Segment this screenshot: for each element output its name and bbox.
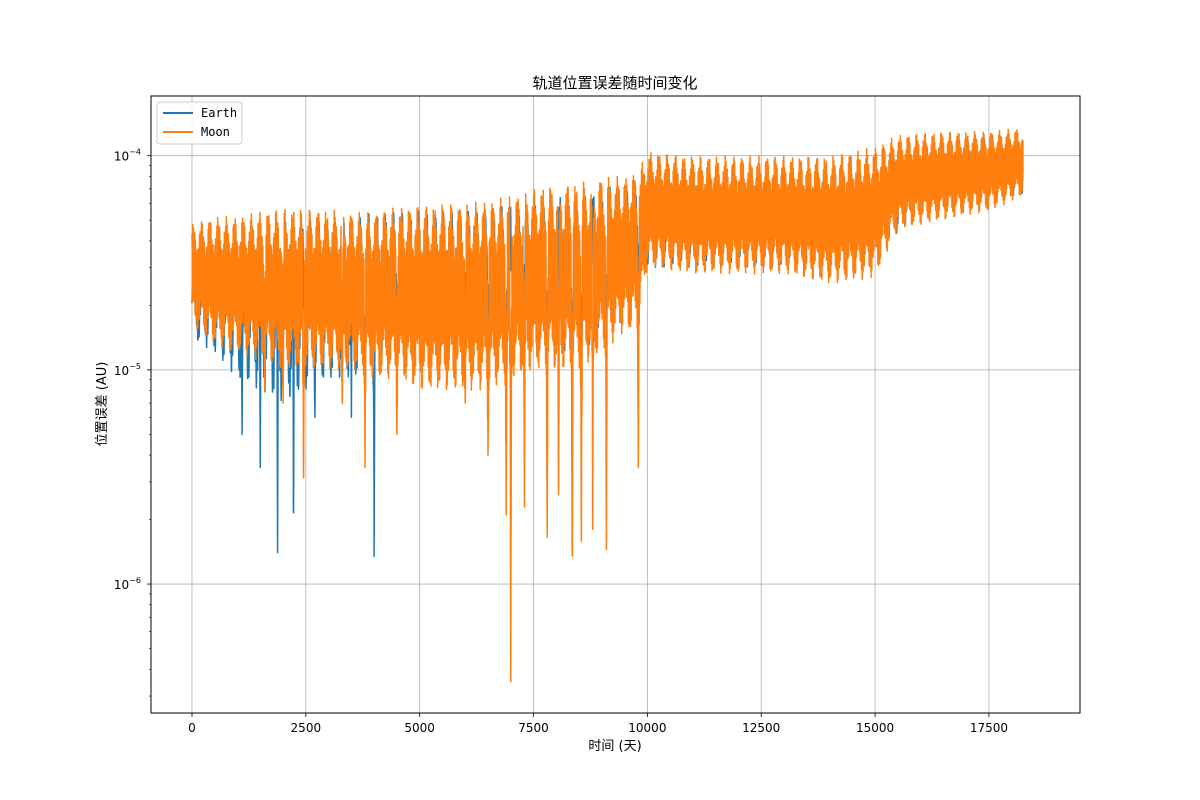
x-tick-label: 7500 xyxy=(518,721,549,735)
legend: Earth Moon xyxy=(156,101,243,145)
x-axis-ticks: 0 2500 5000 7500 10000 12500 15000 17500 xyxy=(188,713,1008,735)
legend-label-earth: Earth xyxy=(201,106,237,120)
x-axis-label: 时间 (天) xyxy=(588,739,641,754)
x-tick-label: 2500 xyxy=(291,721,322,735)
plot-series xyxy=(191,128,1024,683)
y-tick-label: 10−5 xyxy=(114,362,141,378)
x-tick-label: 17500 xyxy=(970,721,1008,735)
legend-label-moon: Moon xyxy=(201,125,230,139)
x-tick-label: 12500 xyxy=(742,721,780,735)
y-tick-label: 10−6 xyxy=(114,576,141,592)
x-tick-label: 0 xyxy=(188,721,196,735)
y-axis-label: 位置误差 (AU) xyxy=(95,362,110,447)
plot-frame xyxy=(150,95,1081,714)
chart-title: 轨道位置误差随时间变化 xyxy=(532,74,697,92)
x-tick-label: 10000 xyxy=(628,721,666,735)
series-line-moon xyxy=(191,128,1024,683)
x-tick-label: 5000 xyxy=(404,721,435,735)
y-tick-label: 10−4 xyxy=(114,148,141,164)
x-tick-label: 15000 xyxy=(856,721,894,735)
y-axis-ticks: 10−6 10−5 10−4 xyxy=(114,148,151,592)
